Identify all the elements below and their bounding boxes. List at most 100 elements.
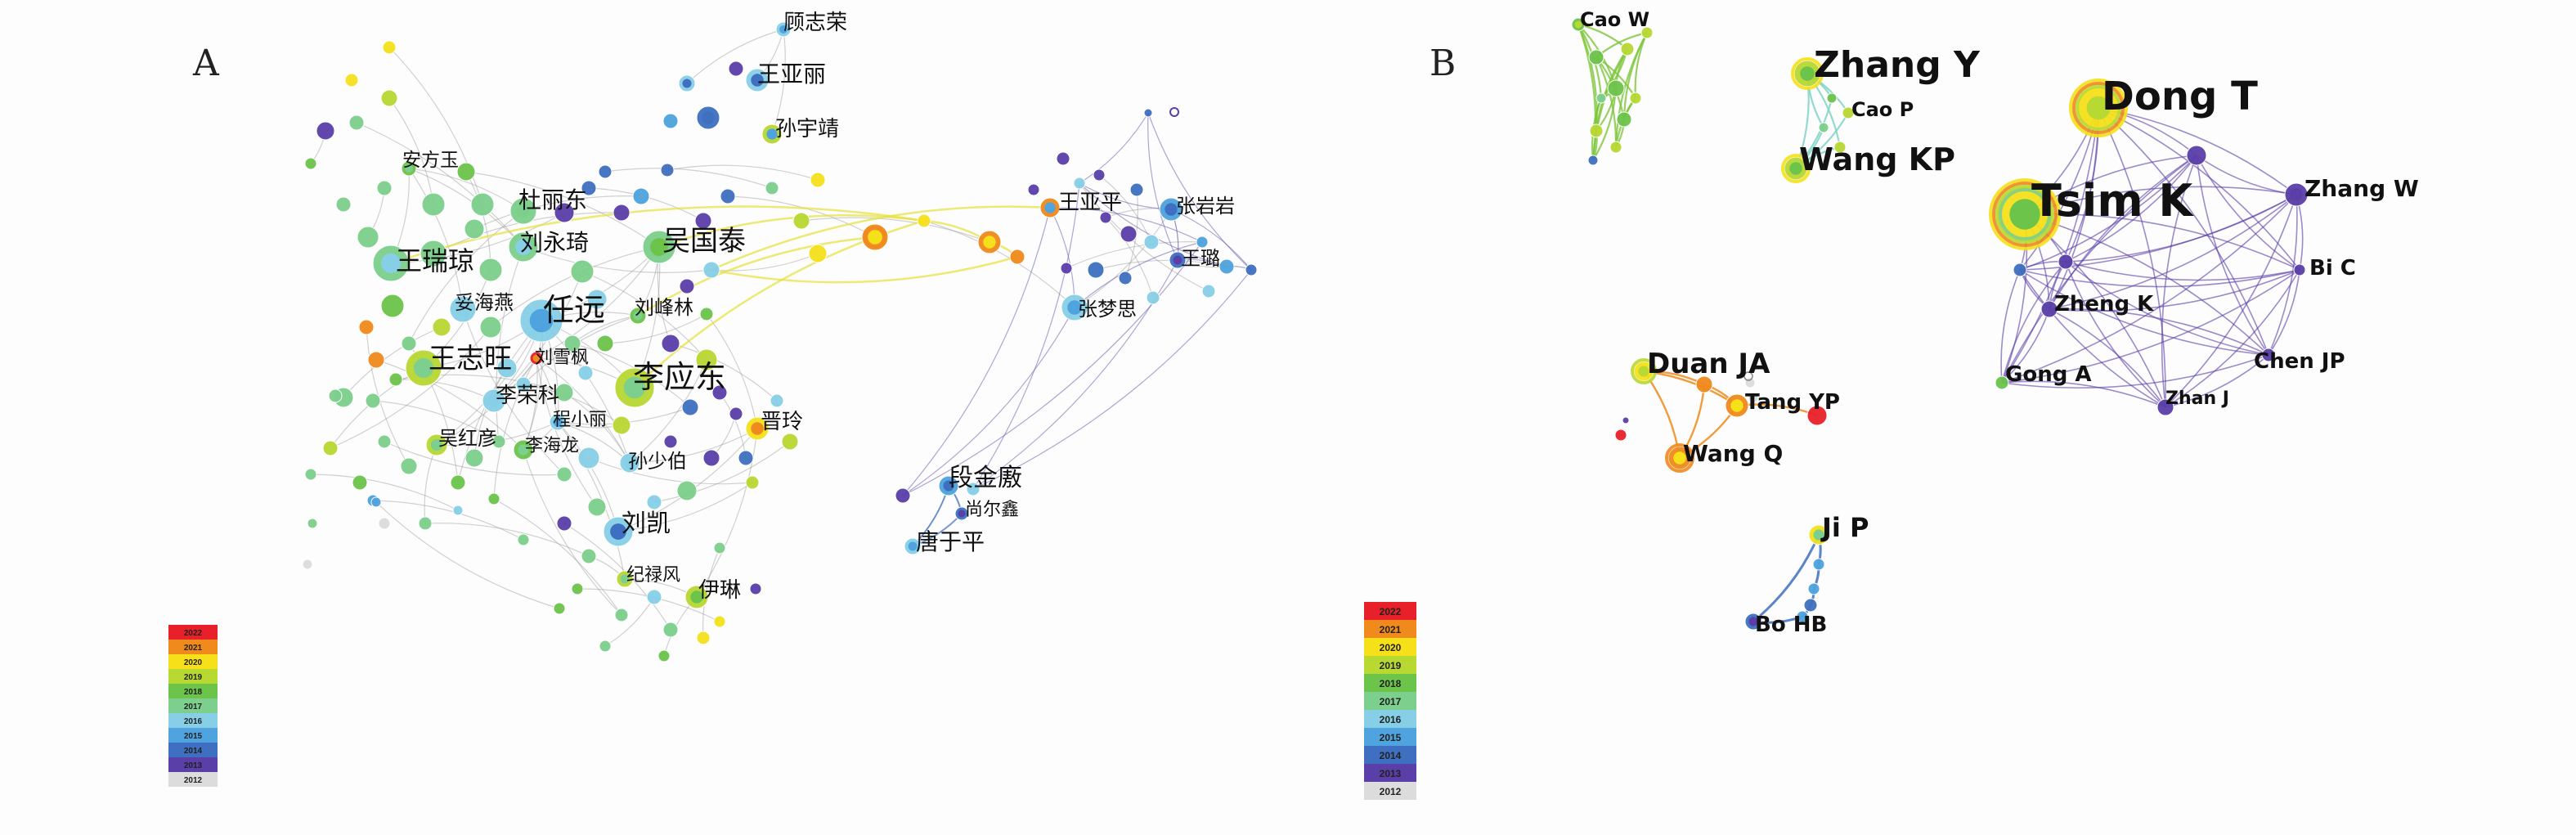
legend-swatch: [1364, 692, 1416, 710]
network-edge: [2001, 261, 2067, 384]
network-node: [613, 204, 631, 222]
network-node-ring: [2072, 82, 2125, 134]
network-edge: [2268, 269, 2300, 356]
node-label: Gong A: [2005, 362, 2092, 387]
network-edge: [711, 253, 819, 272]
network-node: [358, 319, 375, 335]
network-node: [1120, 225, 1138, 243]
network-edge: [629, 359, 707, 464]
network-node: [662, 113, 679, 129]
network-node: [729, 406, 743, 421]
network-node: [1201, 284, 1216, 299]
network-node: [456, 162, 476, 182]
network-node: [614, 608, 629, 622]
network-node-core: [2009, 199, 2040, 230]
network-edge: [1074, 209, 1172, 308]
network-node-ring: [1781, 154, 1811, 183]
network-edge: [617, 482, 753, 532]
network-edge: [375, 501, 560, 609]
node-label: Chen JP: [2254, 349, 2345, 374]
network-edge: [1095, 259, 1227, 271]
legend-year-label: 2013: [184, 761, 203, 770]
network-node: [1640, 26, 1654, 39]
network-node-ring: [864, 226, 886, 249]
network-node: [479, 316, 502, 339]
network-node: [1060, 262, 1073, 275]
legend-swatch: [168, 757, 218, 772]
network-node: [316, 121, 335, 141]
network-node: [421, 192, 446, 217]
node-label: 妥海燕: [455, 291, 514, 314]
node-label: 程小丽: [553, 410, 607, 430]
network-node: [1118, 271, 1133, 285]
panel-a-network: A 顾志荣 王亚丽 孙宇靖 安方玉 杜丽东 刘永琦 吴国泰 王瑞琼 妥海燕 任远…: [168, 11, 1258, 787]
network-node-ring: [1989, 178, 2061, 250]
network-node: [577, 447, 600, 469]
legend-year-label: 2012: [1380, 786, 1402, 797]
node-label: 王志旺: [429, 343, 512, 375]
network-node: [702, 261, 720, 279]
node-label: 李海龙: [525, 436, 579, 456]
network-edge: [465, 171, 660, 248]
network-node: [452, 505, 464, 516]
network-edge: [2024, 213, 2269, 356]
network-edge: [408, 168, 524, 248]
network-edge: [706, 313, 758, 429]
network-node-ring: [1665, 443, 1694, 473]
network-node-core: [487, 394, 500, 407]
network-node: [681, 398, 699, 416]
network-node-core: [1673, 451, 1686, 465]
network-node: [1218, 258, 1235, 275]
network-node-core: [405, 164, 413, 173]
network-node-core: [1165, 203, 1178, 216]
network-node: [570, 259, 595, 284]
network-node: [577, 365, 594, 381]
network-node: [554, 383, 574, 402]
legend-swatch: [1364, 656, 1416, 674]
network-node-ring: [2069, 79, 2128, 137]
node-label: Cao P: [1851, 98, 1914, 121]
network-node-core: [766, 128, 778, 140]
network-node: [696, 631, 711, 645]
node-label: 安方玉: [402, 150, 459, 171]
legend-year-label: 2022: [1380, 606, 1402, 617]
network-edge: [356, 122, 524, 248]
network-edge: [801, 217, 990, 243]
network-node: [745, 475, 760, 490]
network-node-core: [529, 308, 554, 333]
network-edge: [1074, 241, 1203, 308]
network-edge: [2001, 354, 2269, 389]
network-node: [328, 388, 343, 403]
panel-a-letter: A: [192, 43, 220, 84]
network-node-core: [690, 590, 703, 604]
network-node: [1796, 610, 1809, 623]
network-node: [917, 213, 931, 228]
network-node-core: [2086, 96, 2111, 120]
network-edge: [473, 367, 508, 459]
network-node-core: [456, 302, 470, 316]
network-edge: [557, 421, 626, 580]
node-label: 孙少伯: [628, 450, 687, 473]
network-edge: [493, 498, 622, 616]
network-node: [388, 372, 403, 387]
node-label: 王亚平: [1058, 191, 1122, 215]
network-node-core: [1748, 617, 1758, 626]
legend-year-label: 2017: [184, 703, 203, 712]
network-node: [556, 466, 572, 483]
network-node: [720, 188, 736, 204]
network-node: [1027, 183, 1040, 196]
network-node: [646, 494, 662, 510]
network-edge: [536, 357, 631, 464]
network-edge: [637, 236, 876, 317]
legend-year-label: 2019: [184, 673, 203, 682]
network-node: [1995, 375, 2009, 390]
network-node: [2293, 263, 2306, 276]
network-node: [517, 533, 530, 546]
network-node-ring: [1995, 185, 2054, 244]
network-node: [464, 448, 484, 468]
network-edge: [408, 168, 524, 212]
network-node-core: [633, 311, 643, 321]
network-node: [400, 457, 418, 475]
network-node: [587, 497, 607, 517]
